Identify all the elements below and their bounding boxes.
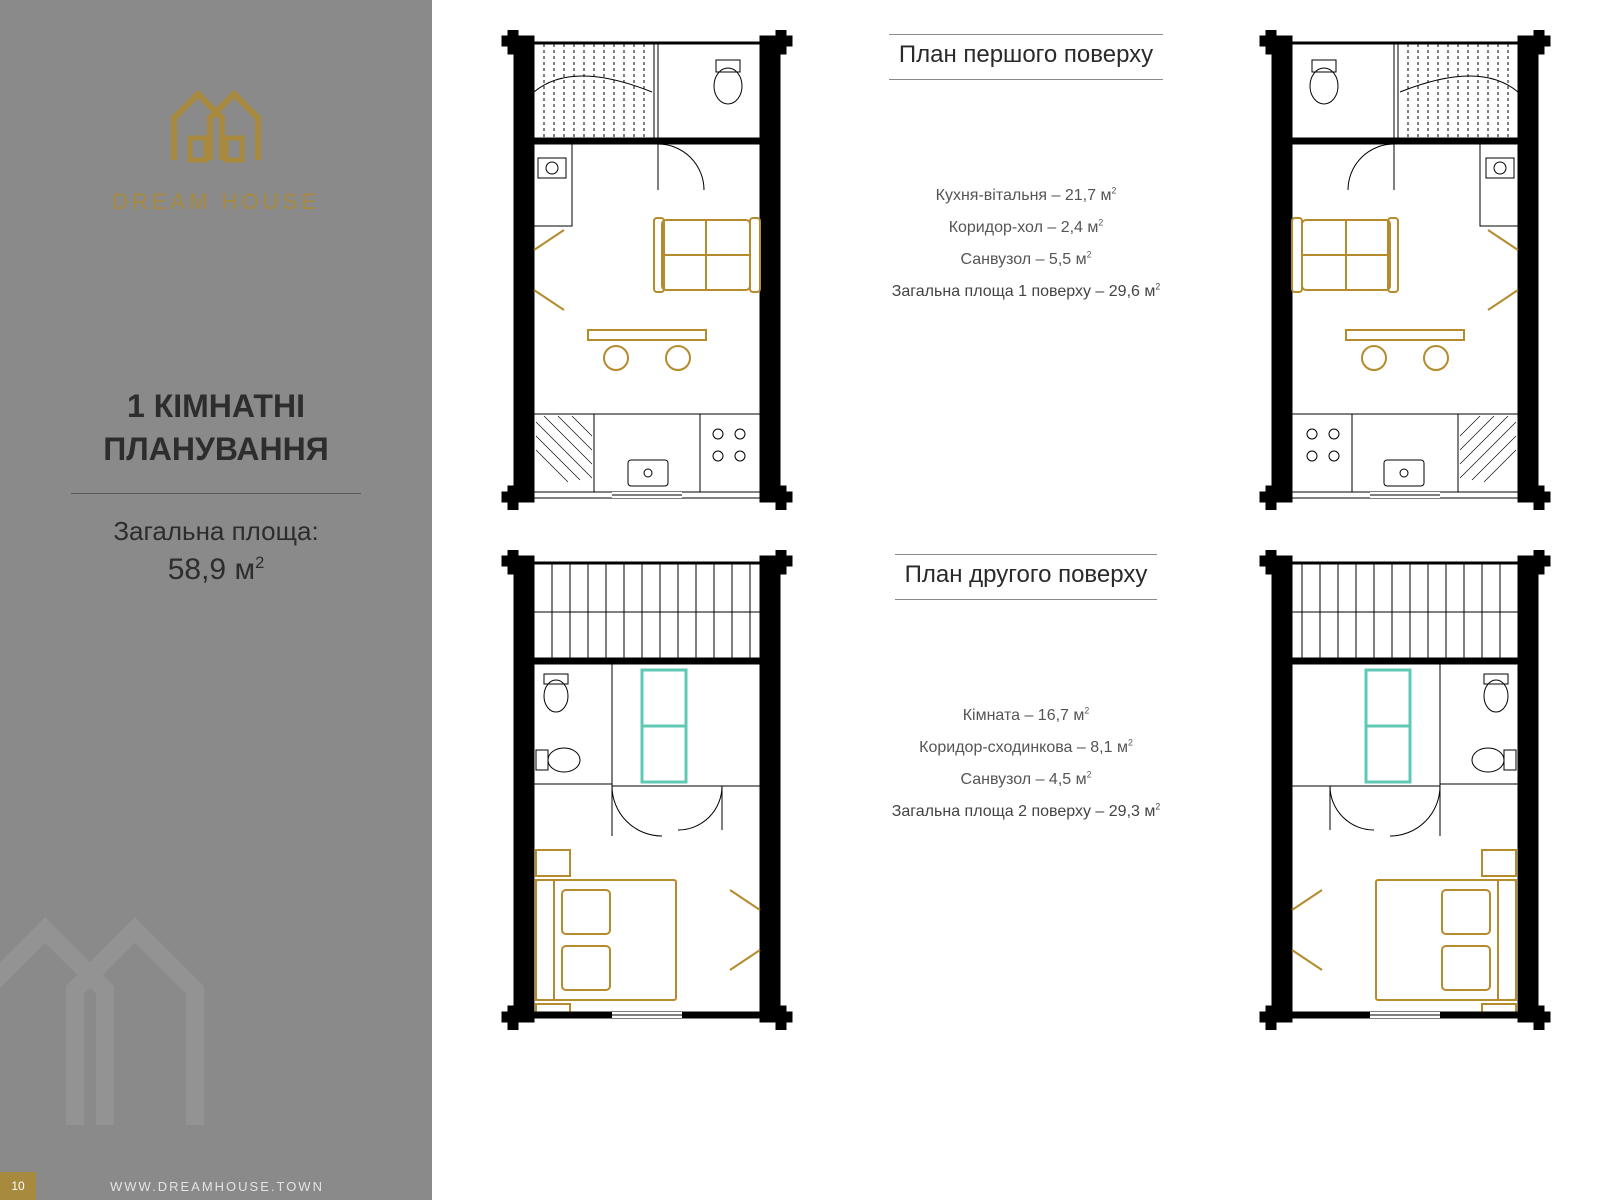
- spec-line: Санвузол – 5,5 м2: [822, 244, 1230, 276]
- spec-line: Санвузол – 4,5 м2: [822, 764, 1230, 796]
- first-floor-title: План першого поверху: [889, 41, 1163, 75]
- second-floor-info: План другого поверху Кімната – 16,7 м2 К…: [822, 550, 1230, 828]
- first-floor-row: План першого поверху Кухня-вітальня – 21…: [492, 30, 1560, 510]
- total-area-value: 58,9 м2: [30, 553, 402, 587]
- page: DREAM HOUSE 1 КІМНАТНІ ПЛАНУВАННЯ Загаль…: [0, 0, 1600, 1200]
- heading-line1: 1 КІМНАТНІ: [30, 385, 402, 428]
- second-floor-row: План другого поверху Кімната – 16,7 м2 К…: [492, 550, 1560, 1030]
- spec-line: Коридор-сходинкова – 8,1 м2: [822, 732, 1230, 764]
- content: План першого поверху Кухня-вітальня – 21…: [432, 0, 1600, 1200]
- brand-name: DREAM HOUSE: [0, 189, 432, 215]
- total-area-label: Загальна площа:: [30, 516, 402, 547]
- second-floor-plan-right: [1250, 550, 1560, 1030]
- heading-block: 1 КІМНАТНІ ПЛАНУВАННЯ Загальна площа: 58…: [0, 385, 432, 587]
- page-number-badge: 10: [0, 1172, 36, 1200]
- first-floor-plan-left: [492, 30, 802, 510]
- divider: [71, 493, 361, 494]
- heading-line2: ПЛАНУВАННЯ: [30, 428, 402, 471]
- spec-line: Кімната – 16,7 м2: [822, 700, 1230, 732]
- logo-icon: [156, 80, 276, 175]
- second-floor-title: План другого поверху: [895, 561, 1158, 595]
- first-floor-info: План першого поверху Кухня-вітальня – 21…: [822, 30, 1230, 308]
- spec-line: Кухня-вітальня – 21,7 м2: [822, 180, 1230, 212]
- spec-total: Загальна площа 1 поверху – 29,6 м2: [822, 276, 1230, 308]
- watermark-icon: [0, 855, 240, 1160]
- logo: DREAM HOUSE: [0, 0, 432, 215]
- first-floor-plan-right: [1250, 30, 1560, 510]
- second-floor-plan-left: [492, 550, 802, 1030]
- spec-line: Коридор-хол – 2,4 м2: [822, 212, 1230, 244]
- sidebar: DREAM HOUSE 1 КІМНАТНІ ПЛАНУВАННЯ Загаль…: [0, 0, 432, 1200]
- footer-url: WWW.DREAMHOUSE.TOWN: [110, 1179, 324, 1194]
- spec-total: Загальна площа 2 поверху – 29,3 м2: [822, 796, 1230, 828]
